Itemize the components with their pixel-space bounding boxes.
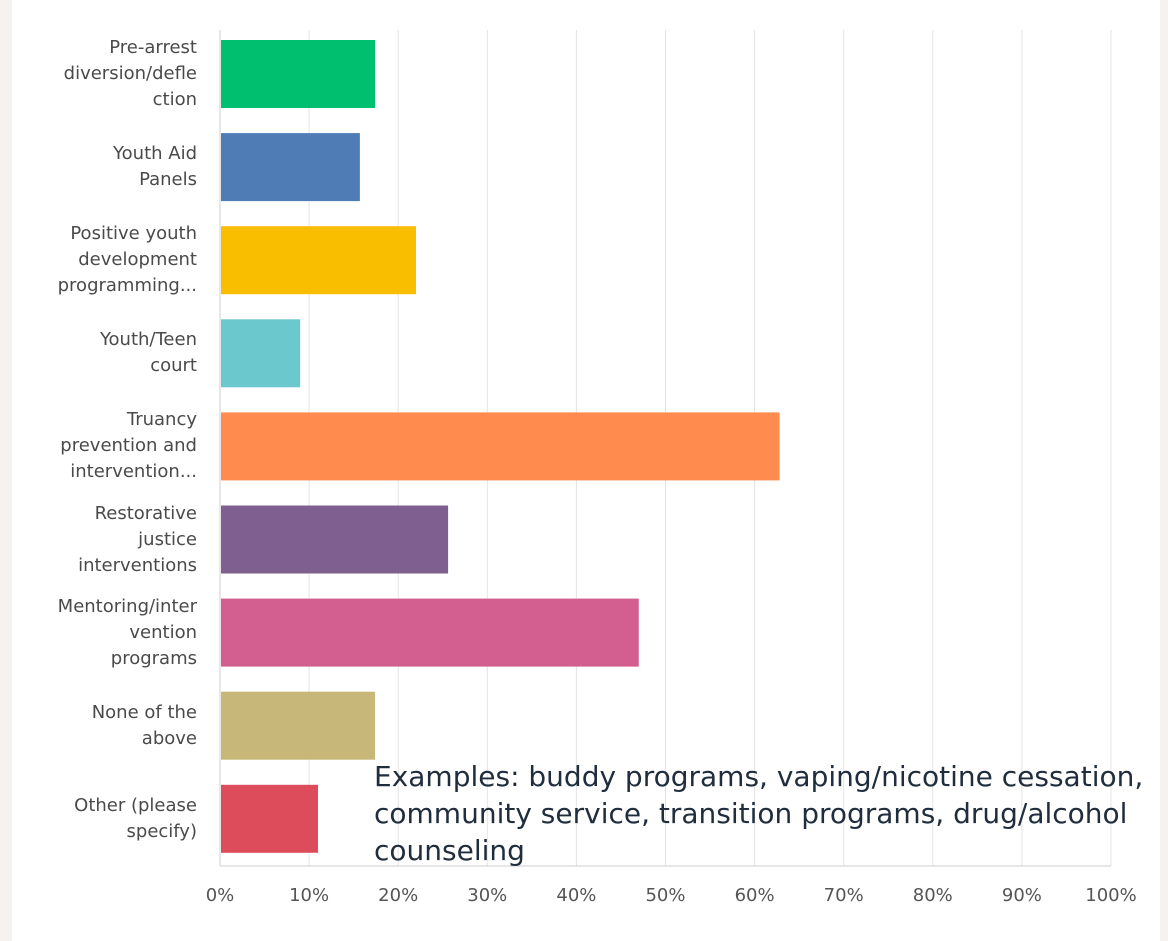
bar-chart [219, 30, 1112, 867]
x-tick-label: 10% [289, 885, 330, 906]
bar [221, 226, 417, 295]
bar [221, 319, 301, 388]
category-label: Youth/Teen court [99, 329, 197, 377]
bar [221, 412, 780, 481]
x-tick-label: 60% [734, 885, 775, 906]
bar [221, 40, 376, 108]
x-tick-label: 40% [556, 885, 597, 906]
bar [221, 784, 319, 853]
x-tick-label: 30% [467, 885, 508, 906]
category-label: Restorative justice interventions [78, 502, 197, 576]
bar [221, 505, 449, 574]
x-tick-label: 90% [1001, 885, 1042, 906]
x-tick-label: 50% [645, 885, 686, 906]
bar [221, 133, 360, 202]
category-label: Mentoring/inter vention programs [57, 595, 197, 669]
x-tick-label: 100% [1085, 885, 1137, 906]
bar [221, 691, 376, 760]
x-tick-label: 80% [912, 885, 953, 906]
x-tick-label: 70% [823, 885, 864, 906]
category-label: None of the above [91, 701, 197, 749]
chart-panel: Pre-arrest diversion/defle ction Youth Ai… [12, 0, 1160, 941]
chart-annotation: Examples: buddy programs, vaping/nicotin… [374, 760, 1144, 867]
category-label: Pre-arrest diversion/defle ction [63, 37, 197, 110]
category-label: Youth Aid Panels [113, 143, 197, 191]
x-tick-label: 0% [205, 885, 235, 906]
category-label: Other (please specify) [74, 794, 197, 842]
bar [221, 598, 639, 667]
category-label: Positive youth development programming..… [57, 223, 197, 297]
category-label: Truancy prevention and intervention... [60, 409, 197, 483]
x-tick-label: 20% [378, 885, 419, 906]
